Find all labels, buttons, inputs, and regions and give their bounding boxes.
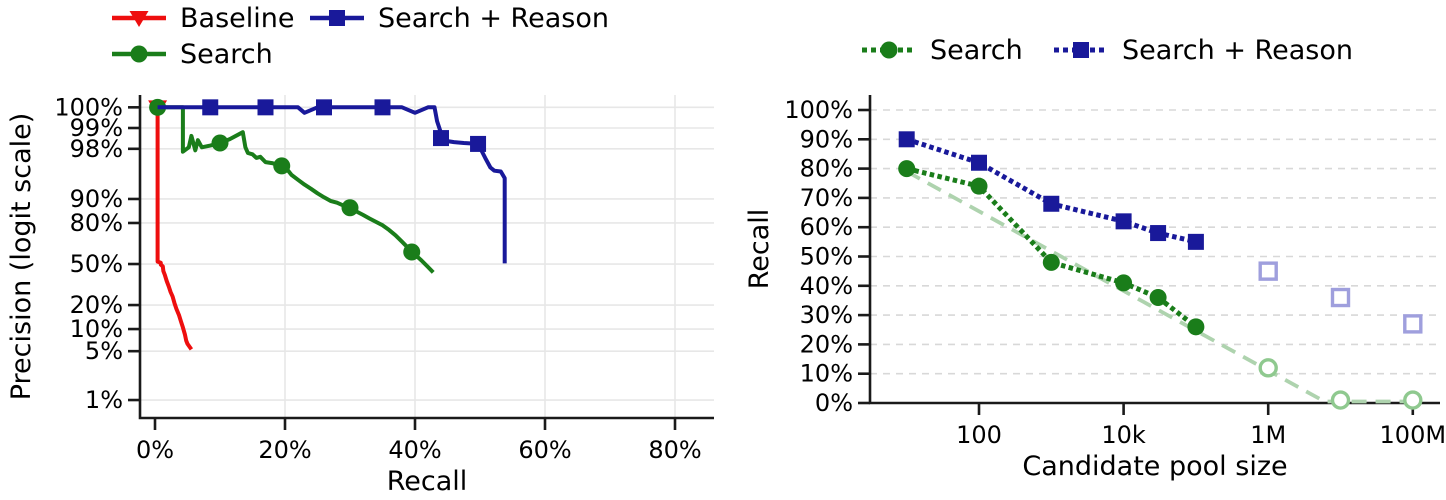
- square-marker: [202, 99, 219, 116]
- x-tick-label: 0%: [136, 436, 174, 464]
- x-tick-label: 80%: [648, 436, 701, 464]
- right-x-axis-label: Candidate pool size: [1022, 451, 1287, 482]
- x-tick-label: 10k: [1101, 421, 1146, 449]
- circle-marker: [273, 157, 291, 175]
- left-y-axis-label: Precision (logit scale): [6, 113, 37, 401]
- series-line: [155, 107, 194, 351]
- y-tick-label: 5%: [85, 337, 123, 365]
- right-series-search-reason: [898, 131, 1204, 250]
- left-x-axis-label: Recall: [387, 466, 468, 497]
- left-series-search: [149, 98, 435, 274]
- y-tick-label: 90%: [800, 125, 853, 153]
- y-tick-label: 10%: [800, 360, 853, 388]
- square-marker: [1115, 213, 1132, 230]
- right-legend: Search Search + Reason: [862, 35, 1353, 66]
- y-tick-label: 20%: [800, 330, 853, 358]
- left-legend: Baseline Search + Reason Search: [112, 3, 609, 70]
- square-marker: [971, 154, 987, 171]
- y-tick-label: 10%: [70, 315, 123, 343]
- right-series-search-reason-extrapolation: [1258, 261, 1423, 334]
- circle-marker: [970, 177, 988, 195]
- legend-label: Baseline: [180, 3, 294, 34]
- left-series-baseline: [148, 100, 194, 351]
- x-tick-label: 1M: [1250, 421, 1286, 449]
- y-tick-label: 100%: [54, 93, 123, 121]
- legend-label: Search: [930, 35, 1023, 66]
- left-chart: 0% 20% 40% 60% 80%100%99%98%90%80%50%20%10%5…: [6, 93, 714, 497]
- hollow-square-marker: [1258, 261, 1278, 281]
- hollow-square-marker: [1403, 314, 1423, 334]
- right-y-axis-label: Recall: [744, 209, 775, 290]
- circle-marker: [211, 134, 229, 152]
- hollow-circle-marker: [1403, 390, 1423, 410]
- axis-lines: [138, 95, 714, 420]
- y-tick-label: 70%: [800, 184, 853, 212]
- right-axes: 100 10k 1M 100M 100%90%80%70%60%50%40%30%20%…: [784, 95, 1446, 449]
- series-line: [905, 136, 1197, 245]
- right-series-search: [898, 160, 1205, 336]
- y-tick-label: 60%: [800, 213, 853, 241]
- square-marker: [898, 131, 915, 148]
- circle-marker: [1187, 318, 1205, 336]
- square-marker: [1150, 225, 1167, 242]
- y-tick-label: 50%: [800, 243, 853, 271]
- x-tick-label: 60%: [518, 436, 571, 464]
- series-line: [157, 105, 435, 274]
- y-tick-label: 50%: [70, 250, 123, 278]
- right-gridlines: [870, 109, 1440, 375]
- circle-marker: [1149, 289, 1167, 307]
- circle-marker: [403, 243, 421, 261]
- right-series-search-extrapolation: [905, 169, 1423, 410]
- y-tick-label: 90%: [70, 185, 123, 213]
- legend-label: Search + Reason: [378, 3, 609, 34]
- series-line: [157, 105, 507, 264]
- y-tick-label: 40%: [800, 272, 853, 300]
- circle-marker: [1115, 274, 1133, 292]
- circle-marker: [880, 41, 898, 59]
- axis-lines: [868, 95, 1440, 405]
- x-tick-label: 100M: [1380, 421, 1446, 449]
- y-tick-label: 0%: [815, 389, 853, 417]
- square-marker: [329, 10, 345, 26]
- square-marker: [433, 130, 449, 147]
- square-marker: [1187, 233, 1204, 250]
- hollow-circle-marker: [1330, 390, 1351, 410]
- circle-marker: [898, 160, 916, 178]
- legend-label: Search: [180, 39, 273, 70]
- circle-marker: [1042, 253, 1060, 271]
- square-marker: [316, 99, 332, 116]
- square-marker: [1073, 42, 1089, 58]
- left-axes: 0% 20% 40% 60% 80%100%99%98%90%80%50%20%10%5…: [54, 93, 714, 464]
- hollow-circle-marker: [1258, 358, 1278, 378]
- y-tick-label: 80%: [70, 209, 123, 237]
- circle-marker: [341, 199, 359, 217]
- square-marker: [470, 135, 487, 152]
- circle-marker: [130, 45, 148, 63]
- y-tick-label: 1%: [85, 386, 123, 414]
- y-tick-label: 20%: [70, 291, 123, 319]
- series-line: [906, 166, 1198, 329]
- legend-label: Search + Reason: [1122, 35, 1353, 66]
- square-marker: [257, 99, 274, 116]
- y-tick-label: 99%: [70, 114, 123, 142]
- y-tick-label: 98%: [70, 135, 123, 163]
- x-tick-label: 20%: [258, 436, 311, 464]
- y-tick-label: 100%: [784, 96, 853, 124]
- y-tick-label: 30%: [800, 301, 853, 329]
- square-marker: [374, 99, 391, 116]
- right-chart: 100 10k 1M 100M 100%90%80%70%60%50%40%30%20%…: [744, 95, 1446, 482]
- x-tick-label: 40%: [388, 436, 441, 464]
- triangle-down-marker: [129, 11, 149, 27]
- y-tick-label: 80%: [800, 155, 853, 183]
- x-tick-label: 100: [956, 421, 1002, 449]
- series-line: [905, 169, 1413, 404]
- left-series-search-reason: [157, 99, 507, 264]
- square-marker: [1043, 195, 1060, 212]
- hollow-square-marker: [1330, 287, 1351, 308]
